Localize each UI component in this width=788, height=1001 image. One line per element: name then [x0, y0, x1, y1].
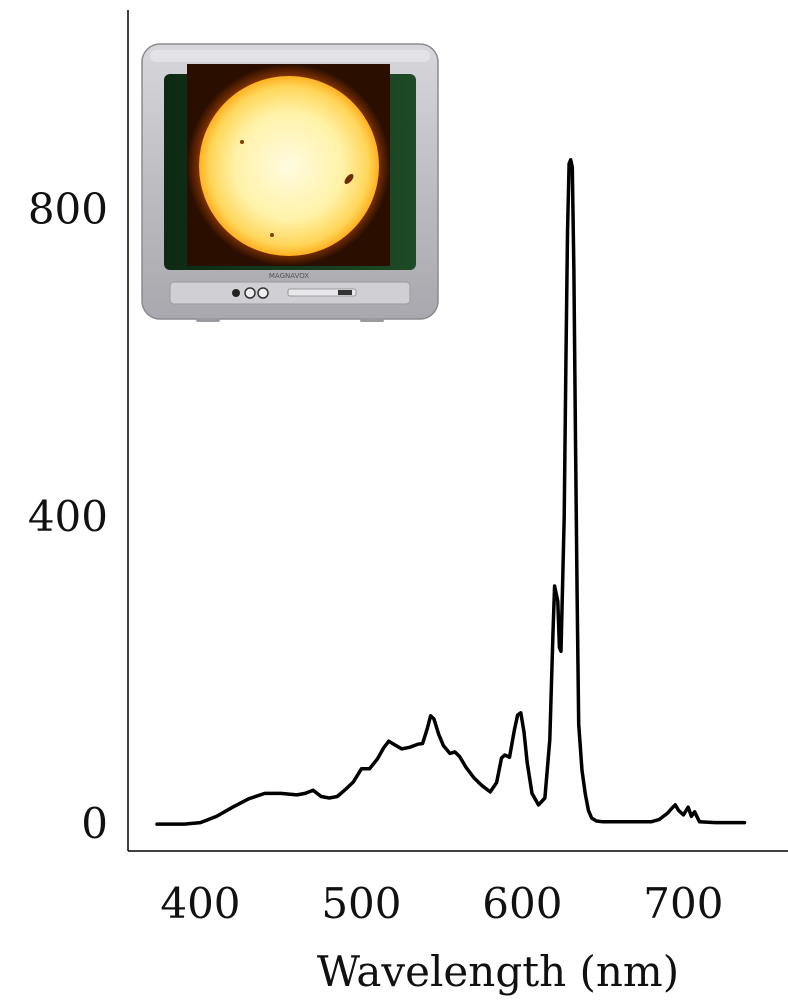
y-tick-label-400: 400 [28, 492, 108, 541]
spectrum-line [155, 158, 747, 826]
x-tick-labels: 400 500 600 700 [160, 879, 723, 928]
tv-brand: MAGNAVOX [269, 272, 309, 280]
y-tick-labels: 0 400 800 [28, 185, 108, 848]
tv-control-knob [232, 289, 240, 297]
y-tick-label-800: 800 [28, 185, 108, 234]
sun-disk [199, 76, 379, 256]
x-tick-label-600: 600 [482, 879, 562, 928]
x-tick-label-500: 500 [321, 879, 401, 928]
tv-sun-inset: MAGNAVOX [141, 43, 439, 322]
x-tick-label-400: 400 [160, 879, 240, 928]
y-tick-label-0: 0 [81, 799, 108, 848]
x-axis-label: Wavelength (nm) [317, 947, 679, 996]
x-tick-label-700: 700 [643, 879, 723, 928]
